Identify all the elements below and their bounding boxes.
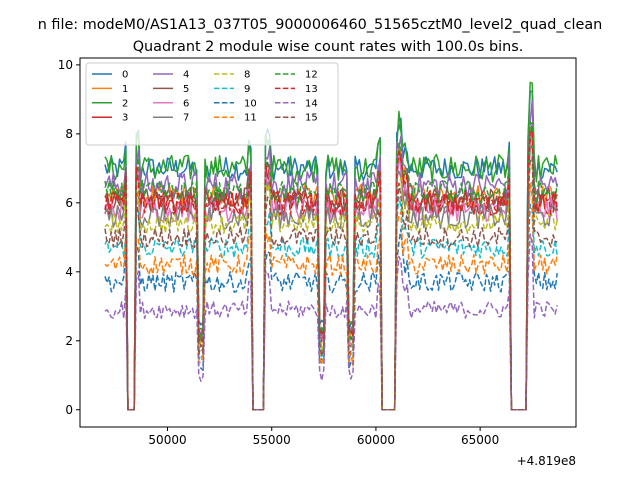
x-tick-label: 50000 <box>148 433 186 447</box>
legend-label: 8 <box>244 70 250 81</box>
y-tick-label: 10 <box>58 58 73 72</box>
series-line-15 <box>104 156 558 411</box>
legend-label: 15 <box>305 113 318 124</box>
x-tick-label: 60000 <box>357 433 395 447</box>
legend-frame <box>85 62 339 146</box>
legend-label: 10 <box>244 98 257 109</box>
legend-label: 14 <box>305 98 318 109</box>
plot-frame <box>79 57 577 428</box>
legend-label: 7 <box>183 113 189 124</box>
legend-label: 2 <box>122 98 128 109</box>
legend-label: 11 <box>244 113 257 124</box>
legend-label: 6 <box>183 98 189 109</box>
legend-label: 5 <box>183 84 189 95</box>
legend-label: 1 <box>122 84 128 95</box>
chart-title: Quadrant 2 module wise count rates with … <box>133 39 524 55</box>
series-line-2 <box>104 81 558 411</box>
series-line-13 <box>104 129 558 411</box>
legend-label: 13 <box>305 84 318 95</box>
figure-suptitle: n file: modeM0/AS1A13_037T05_9000006460_… <box>38 17 603 33</box>
series-line-7 <box>104 144 558 411</box>
series-line-9 <box>104 180 558 411</box>
legend-label: 12 <box>305 70 318 81</box>
y-tick-label: 6 <box>65 196 73 210</box>
series-line-11 <box>104 183 558 411</box>
series-layer <box>104 81 558 411</box>
legend-label: 9 <box>244 84 250 95</box>
y-tick-label: 8 <box>65 127 73 141</box>
x-offset-text: +4.819e8 <box>517 454 576 468</box>
x-tick-label: 65000 <box>461 433 499 447</box>
y-tick-label: 0 <box>65 403 73 417</box>
y-tick-label: 2 <box>65 334 73 348</box>
y-tick-label: 4 <box>65 265 73 279</box>
x-tick-label: 55000 <box>253 433 291 447</box>
legend-label: 3 <box>122 113 128 124</box>
legend-label: 4 <box>183 70 189 81</box>
legend-label: 0 <box>122 70 128 81</box>
series-line-10 <box>104 203 558 411</box>
